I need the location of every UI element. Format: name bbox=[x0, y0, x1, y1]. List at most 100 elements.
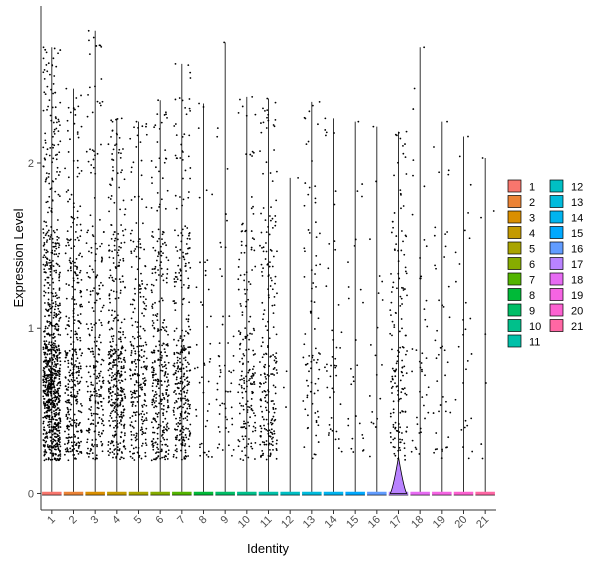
point-3 bbox=[96, 375, 99, 378]
point-1 bbox=[42, 109, 45, 112]
point-1 bbox=[52, 121, 55, 124]
point-4 bbox=[109, 301, 111, 304]
point-11 bbox=[274, 215, 277, 217]
point-4 bbox=[118, 264, 120, 267]
point-10 bbox=[238, 347, 241, 350]
point-3 bbox=[86, 390, 89, 393]
point-16 bbox=[374, 354, 377, 357]
point-6 bbox=[160, 121, 163, 124]
point-4 bbox=[124, 286, 126, 289]
point-6 bbox=[164, 207, 167, 210]
point-5 bbox=[140, 174, 143, 177]
point-5 bbox=[146, 283, 149, 286]
point-4 bbox=[107, 369, 110, 372]
point-14 bbox=[328, 423, 331, 426]
point-17 bbox=[400, 297, 403, 300]
point-4 bbox=[109, 442, 112, 445]
point-7 bbox=[184, 402, 187, 404]
point-6 bbox=[157, 380, 160, 382]
point-2 bbox=[81, 255, 83, 258]
point-16 bbox=[370, 421, 373, 424]
point-5 bbox=[140, 418, 143, 421]
point-10 bbox=[251, 95, 254, 98]
point-10 bbox=[244, 337, 247, 340]
point-1 bbox=[44, 365, 47, 368]
point-10 bbox=[237, 266, 240, 268]
point-1 bbox=[53, 368, 56, 371]
point-4 bbox=[120, 379, 123, 382]
point-5 bbox=[142, 355, 145, 357]
point-6 bbox=[151, 272, 154, 275]
point-1 bbox=[52, 418, 55, 421]
point-3 bbox=[98, 372, 101, 375]
point-11 bbox=[268, 429, 271, 432]
point-1 bbox=[57, 325, 60, 328]
point-11 bbox=[262, 107, 264, 110]
point-6 bbox=[161, 344, 164, 347]
point-1 bbox=[52, 230, 55, 232]
point-15 bbox=[351, 437, 354, 440]
point-1 bbox=[47, 421, 50, 423]
point-1 bbox=[42, 165, 45, 168]
point-17 bbox=[399, 192, 402, 195]
point-11 bbox=[265, 440, 268, 442]
point-1 bbox=[48, 259, 51, 262]
point-1 bbox=[45, 251, 48, 254]
point-13 bbox=[313, 359, 315, 361]
point-3 bbox=[89, 293, 92, 296]
point-5 bbox=[138, 238, 141, 240]
point-15 bbox=[352, 376, 355, 378]
point-5 bbox=[132, 452, 134, 455]
point-5 bbox=[140, 356, 143, 359]
point-17 bbox=[406, 350, 408, 352]
point-5 bbox=[134, 439, 137, 442]
point-21 bbox=[480, 216, 482, 219]
point-1 bbox=[58, 289, 61, 291]
point-17 bbox=[401, 432, 403, 434]
point-5 bbox=[129, 416, 132, 419]
point-5 bbox=[142, 420, 145, 423]
point-3 bbox=[93, 287, 96, 290]
point-7 bbox=[183, 378, 186, 381]
point-9 bbox=[221, 323, 224, 326]
point-10 bbox=[251, 333, 253, 335]
point-7 bbox=[177, 370, 180, 373]
point-4 bbox=[120, 367, 123, 370]
point-18 bbox=[411, 439, 414, 442]
point-1 bbox=[44, 384, 47, 387]
point-1 bbox=[59, 171, 61, 173]
point-7 bbox=[187, 286, 190, 289]
point-2 bbox=[79, 336, 82, 339]
point-1 bbox=[45, 377, 48, 379]
point-7 bbox=[184, 359, 187, 362]
point-5 bbox=[141, 388, 144, 391]
point-4 bbox=[118, 354, 121, 357]
point-5 bbox=[130, 343, 133, 346]
point-7 bbox=[179, 268, 182, 271]
point-6 bbox=[165, 330, 168, 333]
point-17 bbox=[391, 385, 394, 388]
point-5 bbox=[133, 389, 136, 392]
point-7 bbox=[182, 256, 185, 259]
point-5 bbox=[133, 360, 136, 363]
point-4 bbox=[120, 419, 122, 421]
point-20 bbox=[470, 353, 473, 355]
point-2 bbox=[70, 193, 73, 196]
point-5 bbox=[135, 245, 138, 248]
point-2 bbox=[68, 239, 71, 242]
point-4 bbox=[120, 117, 123, 120]
point-19 bbox=[433, 146, 435, 148]
point-1 bbox=[59, 101, 62, 104]
point-19 bbox=[439, 346, 442, 349]
point-4 bbox=[109, 451, 111, 454]
point-11 bbox=[275, 369, 278, 371]
point-1 bbox=[45, 380, 48, 382]
point-1 bbox=[56, 357, 59, 359]
point-11 bbox=[259, 244, 261, 247]
point-4 bbox=[112, 366, 114, 368]
point-7 bbox=[187, 403, 190, 406]
point-4 bbox=[107, 401, 110, 404]
point-17 bbox=[403, 442, 406, 445]
point-2 bbox=[76, 450, 79, 453]
point-2 bbox=[71, 386, 74, 389]
